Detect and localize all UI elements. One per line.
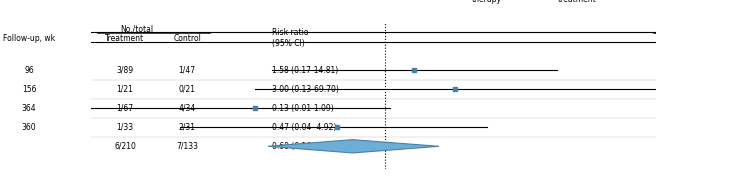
Text: Favors
placebo/no
treatment: Favors placebo/no treatment [556, 0, 598, 4]
Text: 0.13 (0.01-1.09): 0.13 (0.01-1.09) [272, 104, 334, 113]
Text: 0.47 (0.04- 4.92): 0.47 (0.04- 4.92) [272, 123, 336, 132]
Text: Favors
antiviral
therapy: Favors antiviral therapy [471, 0, 502, 4]
Text: Treatment: Treatment [106, 33, 144, 43]
Text: 1/47: 1/47 [179, 66, 195, 75]
Text: 0.60 (0.16-2.33): 0.60 (0.16-2.33) [272, 142, 334, 151]
Text: 4/34: 4/34 [179, 104, 196, 113]
Text: 1.58 (0.17-14.81): 1.58 (0.17-14.81) [272, 66, 338, 75]
Text: 1/67: 1/67 [117, 104, 133, 113]
Text: 2/31: 2/31 [179, 123, 195, 132]
Text: 7/133: 7/133 [176, 142, 198, 151]
Text: Risk ratio
(95% CI): Risk ratio (95% CI) [272, 28, 308, 48]
Text: Follow-up, wk: Follow-up, wk [3, 33, 55, 43]
Text: Control: Control [174, 33, 201, 43]
Text: 0/21: 0/21 [179, 85, 195, 94]
Text: 156: 156 [22, 85, 36, 94]
Text: 360: 360 [22, 123, 36, 132]
Text: No./total: No./total [120, 24, 153, 33]
Text: 364: 364 [22, 104, 36, 113]
Text: 1/33: 1/33 [117, 123, 133, 132]
Text: 3.00 (0.13-69.70): 3.00 (0.13-69.70) [272, 85, 339, 94]
Text: 1/21: 1/21 [117, 85, 133, 94]
Text: 3/89: 3/89 [117, 66, 133, 75]
Text: 96: 96 [24, 66, 34, 75]
Text: 6/210: 6/210 [114, 142, 136, 151]
Polygon shape [268, 140, 439, 153]
